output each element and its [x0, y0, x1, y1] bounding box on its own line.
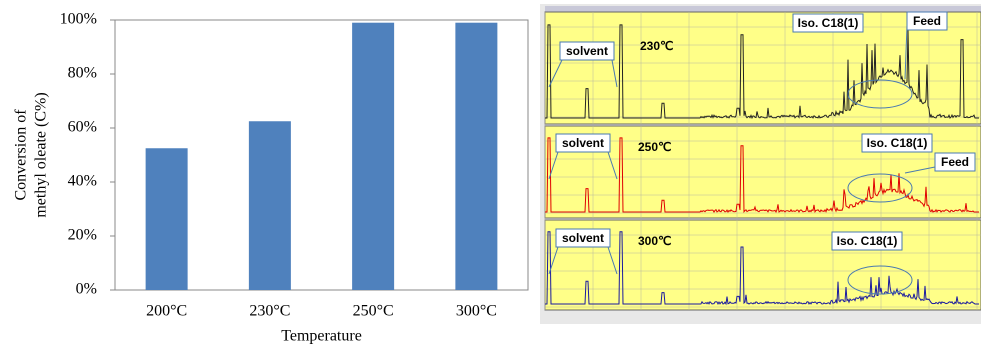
- x-tick-label: 200°C: [146, 303, 187, 320]
- x-tick-label: 300°C: [456, 303, 497, 320]
- y-axis-label: Conversion of: [13, 109, 30, 201]
- temperature-label: 300℃: [638, 234, 672, 248]
- peak-label: Feed: [913, 14, 941, 28]
- chromatogram-image: solvent 230℃ Iso. C18(1) Feed solvent 250℃ Iso…: [540, 4, 981, 324]
- bar: [146, 148, 188, 290]
- y-tick-label: 40%: [68, 173, 97, 190]
- peak-label: Feed: [941, 155, 969, 169]
- peak-label: Iso. C18(1): [837, 234, 898, 248]
- bar: [352, 23, 394, 290]
- bar: [249, 121, 291, 290]
- y-tick-label: 0%: [76, 281, 97, 298]
- figure: 0% 20% 40% 60% 80% 100% 200°C 230°C 250°C 300°C Te…: [0, 0, 981, 346]
- x-tick-label: 230°C: [249, 303, 290, 320]
- x-tick-label: 250°C: [353, 303, 394, 320]
- peak-label: Iso. C18(1): [798, 16, 859, 30]
- temperature-label: 230℃: [640, 39, 674, 53]
- temperature-label: 250℃: [638, 140, 672, 154]
- peak-label: Iso. C18(1): [867, 136, 928, 150]
- header-bar: [545, 6, 981, 12]
- y-axis-label: methyl oleate (C%): [33, 92, 50, 217]
- y-tick-label: 60%: [68, 119, 97, 136]
- x-axis-label: Temperature: [281, 328, 362, 345]
- peak-label: solvent: [562, 136, 604, 150]
- bar-chart: 0% 20% 40% 60% 80% 100% 200°C 230°C 250°C 300°C Te…: [13, 11, 528, 345]
- peak-label: solvent: [562, 231, 604, 245]
- peak-label: solvent: [566, 44, 608, 58]
- y-tick-label: 20%: [68, 227, 97, 244]
- y-tick-label: 100%: [60, 11, 97, 28]
- bar: [455, 23, 497, 290]
- y-tick-label: 80%: [68, 65, 97, 82]
